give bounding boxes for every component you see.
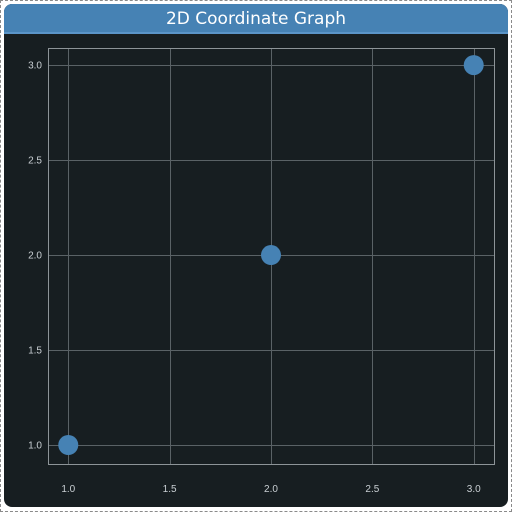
x-tick-label: 2.0	[264, 484, 278, 495]
data-point[interactable]	[58, 435, 79, 456]
x-tick-label: 1.5	[163, 484, 177, 495]
coordinate-plot[interactable]: 1.0 1.5 2.0 2.5 3.0 1.0 1.5 2.0 2.5 3.0	[4, 4, 508, 507]
y-tick-label: 2.0	[28, 251, 42, 262]
y-tick-label: 3.0	[28, 61, 42, 72]
x-tick-label: 2.5	[365, 484, 379, 495]
y-tick-label: 1.5	[28, 346, 42, 357]
window-title: 2D Coordinate Graph	[4, 4, 508, 34]
graph-window: 2D Coordinate Graph 1.0 1.5 2.0 2.5 3.0 1.0 1.…	[4, 4, 508, 507]
data-point[interactable]	[261, 245, 281, 266]
y-tick-label: 2.5	[28, 156, 42, 167]
data-point[interactable]	[463, 55, 484, 76]
y-tick-label: 1.0	[28, 441, 42, 452]
x-tick-label: 1.0	[61, 484, 75, 495]
x-tick-label: 3.0	[467, 484, 481, 495]
plot-area-border	[48, 48, 495, 465]
data-points	[58, 55, 484, 456]
axis-tick-labels: 1.0 1.5 2.0 2.5 3.0 1.0 1.5 2.0 2.5 3.0	[28, 61, 481, 495]
